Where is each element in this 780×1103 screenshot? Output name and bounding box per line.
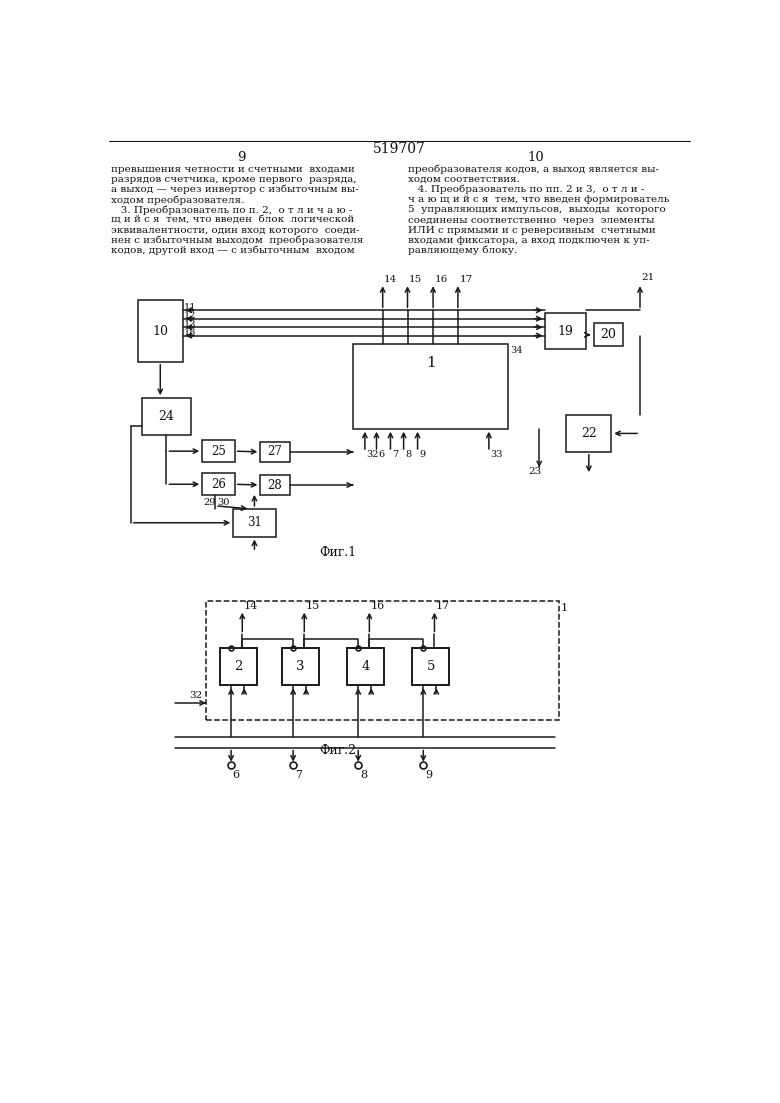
Text: 30: 30 [218,499,230,507]
Bar [138,300,183,362]
Bar [220,649,257,685]
Text: ч а ю щ и й с я  тем, что введен формирователь: ч а ю щ и й с я тем, что введен формиров… [407,195,669,204]
Text: кодов, другой вход — с избыточным  входом: кодов, другой вход — с избыточным входом [112,246,355,256]
Text: 6: 6 [378,450,385,459]
Text: 32: 32 [367,450,379,459]
Text: 19: 19 [558,324,573,338]
Text: 7: 7 [392,450,399,459]
Bar [594,323,623,346]
Bar [261,442,289,462]
Text: Фиг.2: Фиг.2 [319,745,356,757]
Text: 1: 1 [426,356,435,371]
Text: 1: 1 [561,603,568,613]
Text: 17: 17 [459,275,473,283]
Bar [353,344,509,429]
Bar [261,475,289,495]
Bar [347,649,385,685]
Text: 16: 16 [371,601,385,611]
Text: 2: 2 [234,661,243,673]
Bar [545,313,586,349]
Text: а выход — через инвертор с избыточным вы-: а выход — через инвертор с избыточным вы… [112,185,359,194]
Bar [412,649,449,685]
Bar [206,600,558,720]
Text: 21: 21 [642,274,654,282]
Text: 3: 3 [296,661,305,673]
Text: входами фиксатора, а вход подключен к уп-: входами фиксатора, а вход подключен к уп… [407,236,649,245]
Bar [202,473,235,495]
Bar [202,440,235,462]
Text: 29: 29 [204,499,216,507]
Text: 15: 15 [409,275,422,283]
Text: 9: 9 [236,151,245,164]
Text: 32: 32 [189,690,202,699]
Text: щ и й с я  тем, что введен  блок  логической: щ и й с я тем, что введен блок логическо… [112,216,355,225]
Text: 14: 14 [244,601,258,611]
Text: ходом преобразователя.: ходом преобразователя. [112,195,245,204]
Text: 8: 8 [405,450,411,459]
Text: превышения четности и счетными  входами: превышения четности и счетными входами [112,164,355,174]
Text: 20: 20 [601,329,616,341]
Text: 16: 16 [434,275,448,283]
Text: 4. Преобразователь по пп. 2 и 3,  о т л и -: 4. Преобразователь по пп. 2 и 3, о т л и… [407,185,644,194]
Text: 27: 27 [268,446,282,459]
Text: 519707: 519707 [374,141,426,156]
Text: 12: 12 [184,311,197,320]
Bar [143,398,190,435]
Text: 5: 5 [427,661,435,673]
Text: 5  управляющих импульсов,  выходы  которого: 5 управляющих импульсов, выходы которого [407,205,665,214]
Text: равляющему блоку.: равляющему блоку. [407,246,516,256]
Text: 13: 13 [184,320,197,329]
Text: нен с избыточным выходом  преобразователя: нен с избыточным выходом преобразователя [112,236,363,245]
Text: 18: 18 [184,328,197,338]
Text: 7: 7 [295,770,302,780]
Text: 6: 6 [232,770,239,780]
Text: 15: 15 [306,601,320,611]
Text: 33: 33 [491,450,503,459]
Text: 23: 23 [529,467,542,475]
Text: 9: 9 [419,450,425,459]
Text: 8: 8 [360,770,367,780]
Text: ходом соответствия.: ходом соответствия. [407,175,519,184]
Text: 22: 22 [581,427,597,440]
Bar [233,508,276,537]
Text: 4: 4 [361,661,370,673]
Text: 9: 9 [425,770,432,780]
Text: 11: 11 [184,302,197,312]
Text: преобразователя кодов, а выход является вы-: преобразователя кодов, а выход является … [407,164,658,174]
Text: 26: 26 [211,478,226,491]
Text: 14: 14 [385,275,398,283]
Text: 34: 34 [510,345,523,355]
Text: 24: 24 [158,410,175,422]
Text: соединены соответственно  через  элементы: соединены соответственно через элементы [407,216,654,225]
Text: эквивалентности, один вход которого  соеди-: эквивалентности, один вход которого соед… [112,226,360,235]
Text: 25: 25 [211,445,226,458]
Bar [282,649,319,685]
Text: 28: 28 [268,479,282,492]
Bar [566,415,612,452]
Text: 10: 10 [152,324,168,338]
Text: 31: 31 [247,516,262,529]
Text: разрядов счетчика, кроме первого  разряда,: разрядов счетчика, кроме первого разряда… [112,175,357,184]
Text: Фиг.1: Фиг.1 [319,546,356,558]
Text: 3. Преобразователь по п. 2,  о т л и ч а ю -: 3. Преобразователь по п. 2, о т л и ч а … [112,205,353,215]
Text: 10: 10 [527,151,544,164]
Text: ИЛИ с прямыми и с реверсивным  счетными: ИЛИ с прямыми и с реверсивным счетными [407,226,655,235]
Text: 17: 17 [436,601,450,611]
